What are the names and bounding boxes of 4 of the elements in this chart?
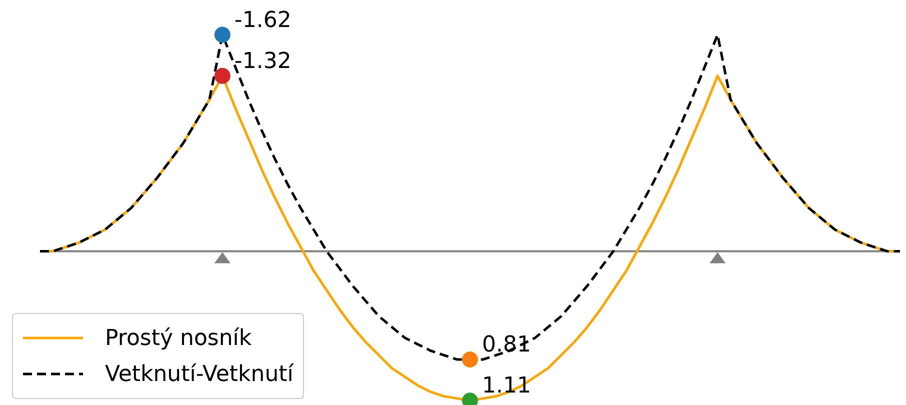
text: -1.62 xyxy=(234,8,292,33)
legend-label: Vetknutí-Vetknutí xyxy=(105,362,294,386)
legend-label: Prostý nosník xyxy=(105,326,252,350)
annotation: -1.32 xyxy=(234,48,292,74)
